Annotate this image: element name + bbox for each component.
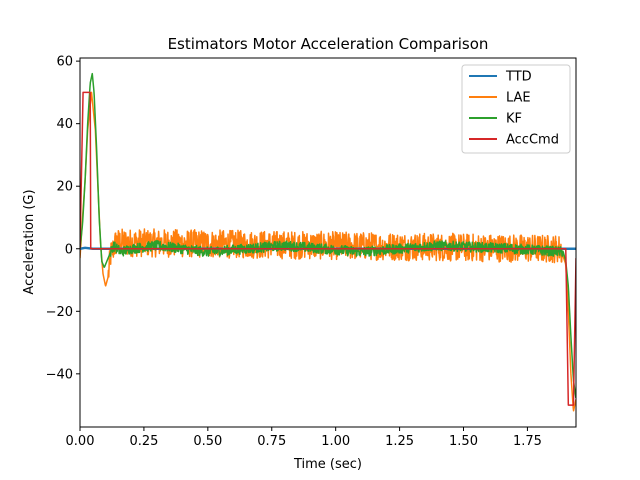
legend-label-ttd: TTD bbox=[505, 70, 532, 85]
y-tick-label: 40 bbox=[56, 117, 73, 132]
legend-label-lae: LAE bbox=[506, 91, 531, 106]
series-line-acccmd bbox=[80, 91, 576, 406]
y-tick-label: 60 bbox=[56, 55, 73, 70]
x-tick-label: 1.00 bbox=[321, 434, 350, 449]
series-layer bbox=[80, 72, 576, 412]
y-tick-label: 20 bbox=[56, 180, 73, 195]
legend-label-kf: KF bbox=[506, 112, 522, 127]
x-tick-label: 0.50 bbox=[193, 434, 222, 449]
y-tick-label: −20 bbox=[46, 305, 73, 320]
legend-label-acccmd: AccCmd bbox=[506, 133, 559, 148]
chart-title: Estimators Motor Acceleration Comparison bbox=[168, 35, 489, 53]
plot-frame bbox=[79, 57, 577, 428]
x-tick-label: 0.00 bbox=[66, 434, 95, 449]
x-tick-label: 0.75 bbox=[257, 434, 286, 449]
y-axis-label: Acceleration (G) bbox=[22, 189, 37, 294]
x-tick-label: 0.25 bbox=[129, 434, 158, 449]
legend-box bbox=[461, 64, 571, 154]
x-tick-label: 1.25 bbox=[385, 434, 414, 449]
legend: TTD LAE KF AccCmd bbox=[461, 64, 571, 154]
x-tick-label: 1.75 bbox=[513, 434, 542, 449]
y-tick-label: −40 bbox=[46, 367, 73, 382]
x-tick-label: 1.50 bbox=[449, 434, 478, 449]
x-axis-label: Time (sec) bbox=[293, 457, 362, 472]
ticks-layer: 0.00 0.25 0.50 0.75 1.00 1.25 1.50 1.75 −40 −20 0 2… bbox=[46, 55, 542, 449]
y-tick-label: 0 bbox=[65, 242, 73, 257]
